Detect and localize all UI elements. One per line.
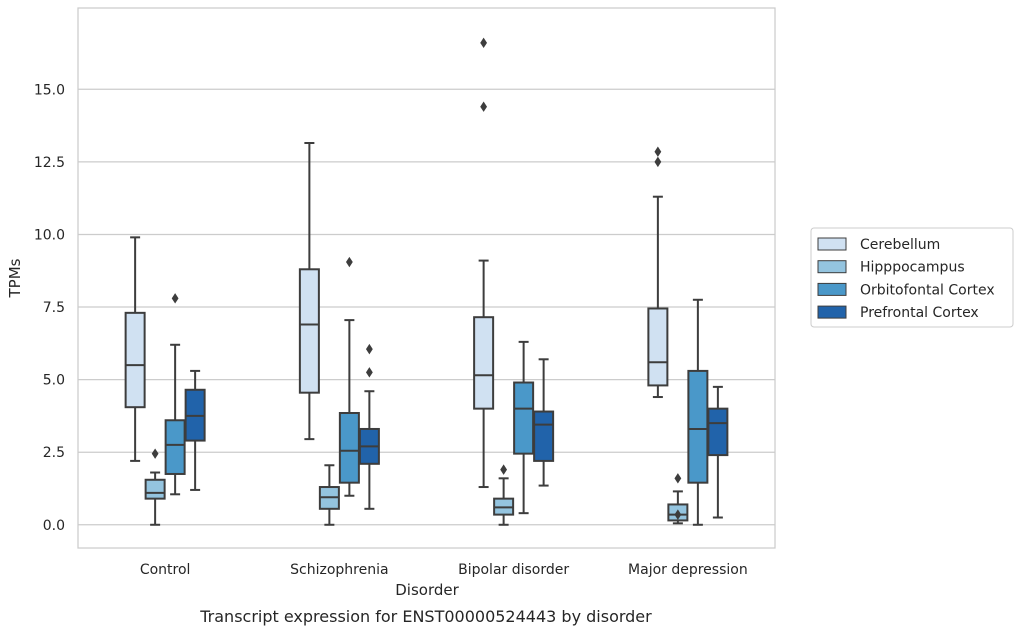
box-prefrontal-cortex bbox=[533, 358, 555, 487]
y-tick-label: 10.0 bbox=[34, 227, 65, 243]
box-cerebellum bbox=[298, 142, 320, 441]
legend-label: Hipppocampus bbox=[860, 260, 965, 276]
box-iqr bbox=[707, 407, 729, 457]
legend-label: Prefrontal Cortex bbox=[860, 305, 979, 321]
x-tick-label: Major depression bbox=[628, 562, 748, 578]
box-iqr bbox=[144, 478, 166, 500]
outlier-point bbox=[171, 293, 179, 304]
outlier-point bbox=[654, 156, 662, 168]
outlier-point bbox=[345, 256, 353, 268]
legend-swatch bbox=[817, 282, 847, 296]
y-tick-label: 2.5 bbox=[43, 445, 65, 461]
box-hipppocampus bbox=[667, 473, 689, 525]
box-prefrontal-cortex bbox=[184, 369, 206, 491]
x-tick-label: Schizophrenia bbox=[290, 562, 388, 578]
box-prefrontal-cortex bbox=[707, 385, 729, 519]
box-iqr bbox=[473, 316, 495, 410]
box-plot-series bbox=[124, 37, 729, 526]
box-iqr bbox=[533, 410, 555, 462]
x-tick-label: Control bbox=[140, 562, 191, 578]
legend: Cerebellum Hipppocampus Orbitofontal Corte… bbox=[810, 227, 1014, 328]
y-tick-label: 15.0 bbox=[34, 82, 65, 98]
box-orbitofontal-cortex bbox=[687, 298, 709, 526]
box-orbitofontal-cortex bbox=[513, 340, 535, 515]
outlier-point bbox=[674, 473, 682, 484]
box-iqr bbox=[513, 381, 535, 455]
chart-caption: Transcript expression for ENST0000052444… bbox=[199, 607, 652, 626]
outlier-point bbox=[365, 343, 373, 355]
y-tick-label: 7.5 bbox=[43, 300, 65, 316]
y-tick-label: 12.5 bbox=[34, 155, 65, 171]
legend-frame bbox=[810, 227, 1014, 328]
outlier-point bbox=[674, 509, 682, 520]
y-axis-ticks: 0.0 2.5 5.0 7.5 10.0 12.5 15.0 bbox=[34, 82, 65, 533]
outlier-point bbox=[480, 101, 488, 112]
box-iqr bbox=[124, 311, 146, 409]
outlier-point bbox=[151, 448, 159, 459]
box-hipppocampus bbox=[493, 464, 515, 526]
box-iqr bbox=[338, 412, 360, 484]
box-iqr bbox=[164, 419, 186, 475]
outlier-point bbox=[654, 146, 662, 157]
box-iqr bbox=[687, 369, 709, 484]
outlier-point bbox=[500, 464, 508, 475]
outlier-point bbox=[480, 37, 488, 49]
legend-swatch bbox=[817, 237, 847, 251]
y-axis-title: TPMs bbox=[6, 258, 24, 298]
box-cerebellum bbox=[124, 236, 146, 462]
box-hipppocampus bbox=[318, 464, 340, 526]
box-orbitofontal-cortex bbox=[164, 293, 186, 496]
x-axis-ticks: Control Schizophrenia Bipolar disorder Majo… bbox=[140, 562, 748, 578]
outlier-point bbox=[365, 367, 373, 378]
box-orbitofontal-cortex bbox=[338, 256, 360, 497]
y-tick-label: 0.0 bbox=[43, 518, 65, 534]
box-prefrontal-cortex bbox=[358, 343, 380, 510]
box-hipppocampus bbox=[144, 448, 166, 526]
legend-label: Cerebellum bbox=[860, 237, 940, 253]
legend-label: Orbitofontal Cortex bbox=[860, 282, 995, 298]
box-iqr bbox=[298, 268, 320, 394]
y-tick-label: 5.0 bbox=[43, 373, 65, 389]
box-cerebellum bbox=[473, 37, 495, 489]
box-cerebellum bbox=[647, 146, 669, 399]
legend-swatch bbox=[817, 305, 847, 319]
x-axis-title: Disorder bbox=[395, 581, 459, 599]
box-iqr bbox=[647, 307, 669, 387]
plot-area-frame bbox=[77, 7, 776, 549]
legend-swatch bbox=[817, 260, 847, 274]
x-tick-label: Bipolar disorder bbox=[458, 562, 569, 578]
